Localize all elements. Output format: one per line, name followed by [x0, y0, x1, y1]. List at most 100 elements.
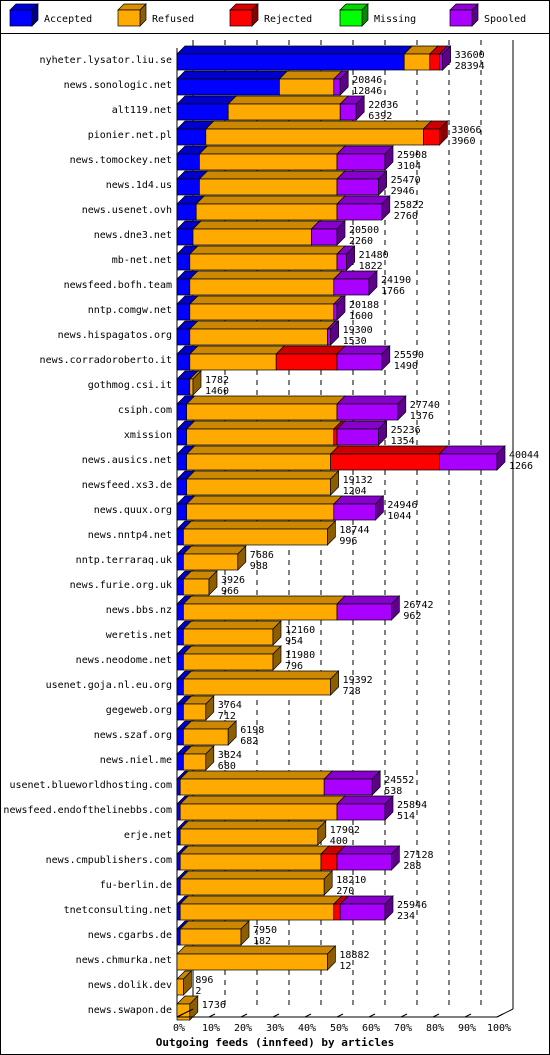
bar-segment-top-refused [188, 295, 343, 305]
accepted-label: 234 [397, 911, 415, 922]
total-label: 25894 [397, 800, 427, 811]
total-label: 19392 [343, 675, 373, 686]
x-tick-label: 10% [202, 1023, 220, 1034]
bar-segment-top-refused [176, 945, 337, 955]
legend-item-accepted: Accepted [9, 3, 92, 27]
bar-segment-refused [183, 728, 229, 746]
bar-segment-top-spooled [336, 145, 394, 155]
bar-segment-refused [179, 803, 338, 821]
bar-segment-accepted [176, 803, 181, 821]
bar-segment-spooled [336, 153, 386, 171]
bar-row [176, 545, 247, 571]
accepted-label: 514 [397, 811, 415, 822]
bar-segment-accepted [176, 928, 181, 946]
bar-row [176, 820, 327, 846]
total-label: 20500 [349, 225, 379, 236]
bar-segment-spooled [333, 503, 376, 521]
bar-row [176, 845, 401, 871]
x-tick-label: 30% [266, 1023, 284, 1034]
total-label: 22036 [368, 100, 398, 111]
bar-row [176, 770, 382, 796]
bar-segment-side-spooled [391, 595, 400, 621]
x-tick-mark [304, 1013, 312, 1018]
legend: Accepted Refused Rejected Missing Spooled [0, 3, 550, 34]
legend-item-refused: Refused [117, 3, 194, 27]
bar-segment-refused [183, 678, 331, 696]
x-tick-label: 90% [458, 1023, 476, 1034]
bar-row [176, 45, 452, 71]
host-label: news.niel.me [100, 755, 172, 766]
bar-row [176, 320, 340, 346]
bar-row [176, 720, 238, 746]
total-label: 40044 [509, 450, 539, 461]
accepted-label: 3960 [451, 136, 475, 147]
bar-row [176, 920, 250, 946]
bar-segment-refused [186, 503, 335, 521]
bar-segment-refused [183, 703, 207, 721]
bar-segment-side-refused [237, 545, 247, 571]
legend-label-refused: Refused [152, 14, 194, 25]
bar-segment-refused [189, 328, 328, 346]
host-label: news.hispagatos.org [58, 330, 172, 341]
legend-label-missing: Missing [374, 14, 416, 25]
accepted-label: 2260 [349, 236, 373, 247]
total-label: 24552 [384, 775, 414, 786]
bar-segment-side-spooled [381, 345, 391, 371]
host-label: gothmog.csi.it [88, 380, 172, 391]
bar-segment-refused [205, 128, 424, 146]
bar-segment-refused [189, 378, 194, 396]
bar-segment-rejected [330, 453, 440, 471]
total-label: 25822 [394, 200, 424, 211]
accepted-label: 1600 [349, 311, 373, 322]
bar-segment-side-spooled [384, 895, 394, 921]
host-label: newsfeed.endofthelinebbs.com [3, 805, 172, 816]
host-label: newsfeed.xs3.de [82, 480, 172, 491]
bar-segment-side-spooled [368, 270, 378, 296]
total-label: 25946 [397, 900, 427, 911]
host-label: alt119.net [112, 105, 172, 116]
bar-segment-top-refused [195, 195, 346, 205]
bar-segment-refused [192, 228, 312, 246]
total-label: 20188 [349, 300, 379, 311]
bar-row [176, 145, 394, 171]
bar-segment-top-refused [182, 520, 337, 530]
bar-segment-side-spooled [391, 845, 400, 871]
bar-segment-spooled [336, 353, 383, 371]
host-label: gegeweb.org [106, 705, 172, 716]
bar-segment-refused [183, 628, 274, 646]
bar-segment-rejected [333, 428, 338, 446]
bar-segment-side-spooled [381, 195, 391, 221]
bar-segment-refused [199, 153, 338, 171]
host-label: news.neodome.net [76, 655, 172, 666]
bar-segment-accepted [176, 428, 187, 446]
bar-segment-accepted [176, 178, 200, 196]
bar-segment-top-spooled [336, 595, 401, 605]
host-label: nntp.comgw.net [88, 305, 172, 316]
bar-segment-side-spooled [384, 145, 394, 171]
x-tick-mark [496, 1013, 504, 1018]
bar-segment-spooled [336, 403, 399, 421]
total-label: 19300 [343, 325, 373, 336]
accepted-label: 988 [250, 561, 268, 572]
bar-segment-top-refused [188, 245, 346, 255]
bar-segment-rejected [275, 353, 338, 371]
total-label: 7686 [250, 550, 274, 561]
bar-row [176, 220, 346, 246]
host-label: news.szaf.org [94, 730, 172, 741]
accepted-label: 1460 [205, 386, 229, 397]
bar-segment-spooled [336, 253, 347, 271]
bar-segment-refused [176, 953, 328, 971]
bar-row [176, 595, 401, 621]
accepted-label: 1766 [381, 286, 405, 297]
accepted-label: 288 [403, 861, 421, 872]
bar-segment-side-spooled [336, 295, 346, 321]
x-tick-mark [240, 1013, 248, 1018]
bar-row [176, 695, 215, 721]
host-label: csiph.com [118, 405, 172, 416]
legend-swatch-accepted [9, 9, 33, 27]
total-label: 33600 [455, 50, 485, 61]
host-label: news.tomockey.net [70, 155, 172, 166]
bar-segment-side-spooled [330, 320, 339, 346]
bar-segment-accepted [176, 353, 191, 371]
bar-segment-accepted [176, 378, 191, 396]
